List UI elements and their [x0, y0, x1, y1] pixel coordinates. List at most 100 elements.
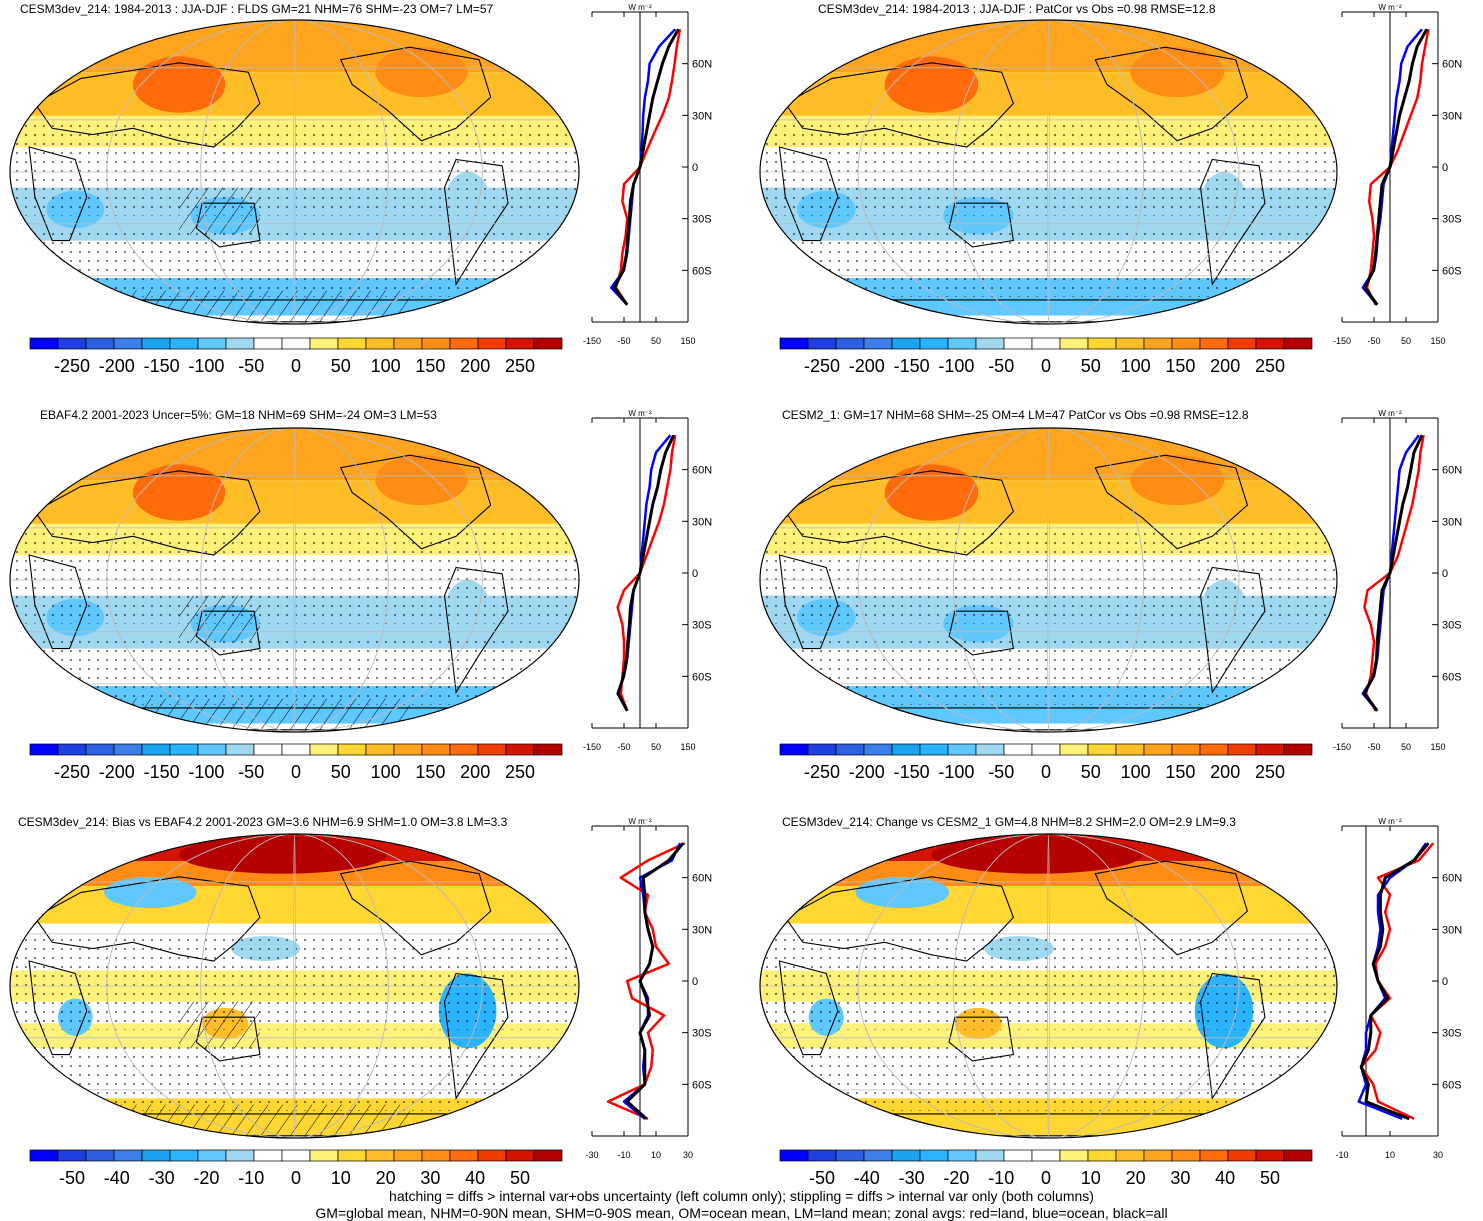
- zonal-mean-plot: W m⁻² -150 -50 50 150 60N 30N 0 30S 60S: [1333, 409, 1462, 752]
- x-tick-label: 150: [680, 336, 695, 346]
- colorbar-swatch: [975, 1149, 1005, 1162]
- y-tick-label: 60S: [692, 265, 712, 277]
- colorbar-label: 50: [1081, 356, 1101, 376]
- panel-title: CESM3dev_214: Change vs CESM2_1 GM=4.8 N…: [782, 815, 1236, 829]
- map-color-band: [10, 20, 579, 73]
- colorbar-swatch: [779, 337, 809, 350]
- colorbar-swatch: [281, 1149, 311, 1162]
- colorbar-swatch: [1227, 743, 1257, 756]
- colorbar-swatch: [449, 337, 479, 350]
- colorbar-swatch: [1003, 1149, 1033, 1162]
- colorbar-swatch: [477, 743, 507, 756]
- colorbar-swatch: [1031, 337, 1061, 350]
- map-border: [9, 427, 580, 733]
- colorbar-swatch: [1227, 337, 1257, 350]
- unit-label: W m⁻²: [1378, 3, 1402, 12]
- colorbar-label: 30: [1170, 1168, 1190, 1188]
- colorbar-swatch: [393, 743, 423, 756]
- longitude-gridline: [1047, 20, 1050, 324]
- colorbar-label: 150: [1165, 762, 1195, 782]
- y-tick-label: 60N: [1442, 465, 1462, 477]
- colorbar-swatch: [1227, 1149, 1257, 1162]
- colorbar-label: -10: [238, 1168, 264, 1188]
- colorbar-label: 100: [1121, 356, 1151, 376]
- longitude-gridline: [200, 428, 389, 732]
- stippling: [10, 530, 579, 624]
- colorbar-label: -200: [99, 356, 135, 376]
- x-tick-label: -50: [1367, 336, 1380, 346]
- unit-label: W m⁻²: [628, 817, 652, 826]
- colorbar-swatch: [947, 743, 977, 756]
- colorbar-label: -150: [894, 762, 930, 782]
- colorbar-label: -200: [849, 356, 885, 376]
- unit-label: W m⁻²: [628, 3, 652, 12]
- stippling: [10, 1042, 579, 1111]
- x-tick-label: 10: [1385, 1150, 1395, 1160]
- x-tick-label: -30: [585, 1150, 598, 1160]
- colorbar-label: -100: [938, 762, 974, 782]
- x-tick-label: 50: [651, 336, 661, 346]
- colorbar-swatch: [85, 743, 115, 756]
- colorbar-swatch: [113, 337, 143, 350]
- colorbar-swatch: [835, 743, 865, 756]
- zonal-mean-plot: W m⁻² -30 -10 10 30 60N 30N 0 30S 60S: [585, 817, 712, 1160]
- colorbar-label: -30: [899, 1168, 925, 1188]
- x-tick-label: -150: [1333, 742, 1351, 752]
- stippling: [760, 936, 1337, 1030]
- colorbar-swatch: [1003, 743, 1033, 756]
- zonal-mean-plot: W m⁻² -150 -50 50 150 60N 30N 0 30S 60S: [1333, 3, 1462, 346]
- colorbar-swatch: [169, 1149, 199, 1162]
- longitude-gridline: [293, 834, 296, 1138]
- colorbar-label: -100: [188, 762, 224, 782]
- y-tick-label: 0: [1442, 976, 1448, 988]
- colorbar-swatch: [477, 337, 507, 350]
- colorbar-swatch: [113, 743, 143, 756]
- colorbar-swatch: [1255, 1149, 1285, 1162]
- y-tick-label: 30N: [1442, 110, 1462, 122]
- colorbar-swatch: [85, 337, 115, 350]
- zonal-series-all: [1362, 434, 1424, 712]
- colorbar-swatch: [891, 743, 921, 756]
- map-border: [9, 833, 580, 1139]
- colorbar: -50 -40 -30 -20 -10 0 10 20 30 40 50: [29, 1149, 563, 1188]
- colorbar-swatch: [1115, 743, 1145, 756]
- map-panel: [759, 833, 1338, 1139]
- stippling: [760, 122, 1337, 216]
- longitude-gridline: [952, 428, 1145, 732]
- longitude-gridline: [106, 428, 483, 732]
- colorbar-label: 200: [460, 356, 490, 376]
- colorbar-swatch: [891, 337, 921, 350]
- unit-label: W m⁻²: [1378, 409, 1402, 418]
- colorbar-label: 30: [420, 1168, 440, 1188]
- colorbar-label: -200: [849, 762, 885, 782]
- y-tick-label: 30S: [692, 1028, 712, 1040]
- colorbar-swatch: [1171, 743, 1201, 756]
- colorbar-swatch: [1283, 1149, 1313, 1162]
- colorbar-swatch: [1199, 743, 1229, 756]
- panel-title: CESM2_1: GM=17 NHM=68 SHM=-25 OM=4 LM=47…: [782, 408, 1249, 422]
- y-tick-label: 30S: [1442, 1028, 1462, 1040]
- map-anomaly-region: [884, 464, 979, 521]
- colorbar-label: 0: [1041, 762, 1051, 782]
- map-border: [759, 833, 1338, 1139]
- colorbar-label: 0: [291, 762, 301, 782]
- colorbar-swatch: [891, 1149, 921, 1162]
- y-tick-label: 60S: [1442, 265, 1462, 277]
- colorbar-swatch: [281, 743, 311, 756]
- zonal-mean-plot: W m⁻² -10 10 30 60N 30N 0 30S 60S: [1335, 817, 1462, 1160]
- colorbar-label: 20: [1126, 1168, 1146, 1188]
- y-tick-label: 60N: [692, 873, 712, 885]
- longitude-gridline: [106, 20, 483, 324]
- y-tick-label: 0: [692, 162, 698, 174]
- colorbar-swatch: [197, 337, 227, 350]
- colorbar-swatch: [197, 1149, 227, 1162]
- footer-legend-line-2: GM=global mean, NHM=0-90N mean, SHM=0-90…: [315, 1205, 1168, 1221]
- map-color-band: [10, 72, 579, 116]
- colorbar-label: 250: [1255, 356, 1285, 376]
- colorbar-label: -50: [238, 356, 264, 376]
- colorbar-swatch: [197, 743, 227, 756]
- colorbar-label: 40: [465, 1168, 485, 1188]
- colorbar-label: 0: [291, 356, 301, 376]
- y-tick-label: 30S: [692, 620, 712, 632]
- colorbar-swatch: [309, 337, 339, 350]
